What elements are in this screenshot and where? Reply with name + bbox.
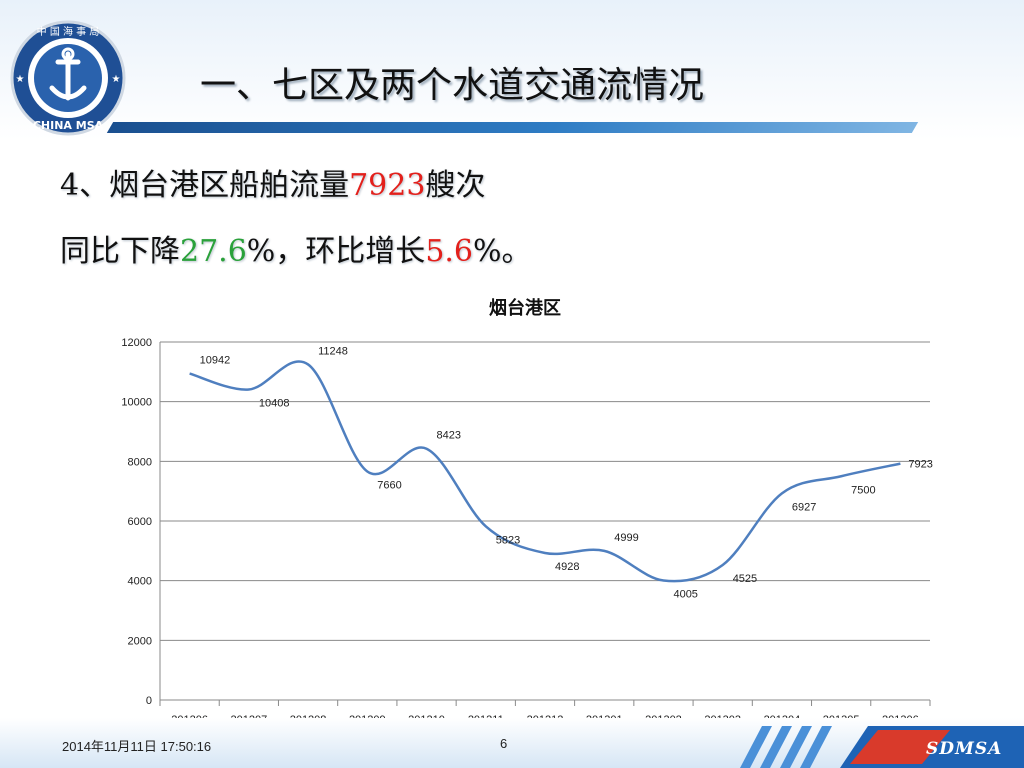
y-tick-label: 8000 bbox=[128, 456, 152, 468]
china-msa-logo-icon: 中 国 海 事 局 CHINA MSA ★ ★ bbox=[10, 20, 126, 136]
summary-line1-prefix: 4、烟台港区船舶流量 bbox=[60, 168, 350, 203]
data-label: 8423 bbox=[437, 430, 461, 442]
data-label: 4525 bbox=[733, 573, 757, 585]
summary-line2-suffix: %。 bbox=[473, 234, 532, 269]
data-label: 4999 bbox=[614, 532, 638, 544]
title-underline-bar bbox=[106, 122, 919, 133]
svg-text:★: ★ bbox=[16, 74, 25, 85]
y-tick-label: 6000 bbox=[128, 516, 152, 528]
data-label: 4005 bbox=[673, 589, 697, 601]
data-label: 4928 bbox=[555, 561, 579, 573]
slide-title: 一、七区及两个水道交通流情况 bbox=[200, 65, 705, 106]
y-tick-label: 10000 bbox=[121, 397, 152, 409]
footer-stripes-icon bbox=[740, 726, 1024, 768]
summary-yoy-value: 27.6 bbox=[180, 234, 247, 269]
y-tick-label: 2000 bbox=[128, 635, 152, 647]
chart-title: 烟台港区 bbox=[489, 297, 561, 319]
summary-line1-suffix: 艘次 bbox=[425, 168, 486, 203]
data-label: 11248 bbox=[318, 345, 348, 357]
series-line bbox=[189, 360, 901, 583]
logo-text: 中 国 海 事 局 bbox=[37, 25, 100, 38]
y-tick-label: 12000 bbox=[121, 337, 152, 349]
data-label: 7660 bbox=[377, 479, 401, 491]
data-label: 5823 bbox=[496, 534, 520, 546]
data-label: 10408 bbox=[259, 397, 290, 409]
summary-flow-value: 7923 bbox=[349, 168, 426, 203]
page-number: 6 bbox=[500, 736, 508, 751]
logo-subtext: CHINA MSA bbox=[33, 119, 104, 132]
line-chart: 烟台港区 02000400060008000100001200020120620… bbox=[121, 297, 932, 726]
footer-brand: SDMSA bbox=[926, 739, 1003, 759]
data-label: 10942 bbox=[200, 355, 231, 367]
summary-line2-prefix: 同比下降 bbox=[60, 234, 180, 269]
summary-mom-value: 5.6 bbox=[425, 234, 474, 269]
y-tick-label: 0 bbox=[146, 695, 152, 707]
header-band bbox=[0, 0, 1024, 140]
data-label: 7500 bbox=[851, 484, 875, 496]
footer-date: 2014年11月11日 17:50:16 bbox=[62, 739, 212, 754]
data-label: 7923 bbox=[908, 459, 932, 471]
y-tick-label: 4000 bbox=[128, 576, 152, 588]
svg-text:★: ★ bbox=[112, 74, 121, 85]
summary-line2-mid: %，环比增长 bbox=[246, 234, 426, 269]
data-label: 6927 bbox=[792, 501, 816, 513]
summary-line-1: 4、烟台港区船舶流量7923艘次 bbox=[60, 160, 485, 204]
summary-line-2: 同比下降27.6%，环比增长5.6%。 bbox=[60, 226, 532, 270]
